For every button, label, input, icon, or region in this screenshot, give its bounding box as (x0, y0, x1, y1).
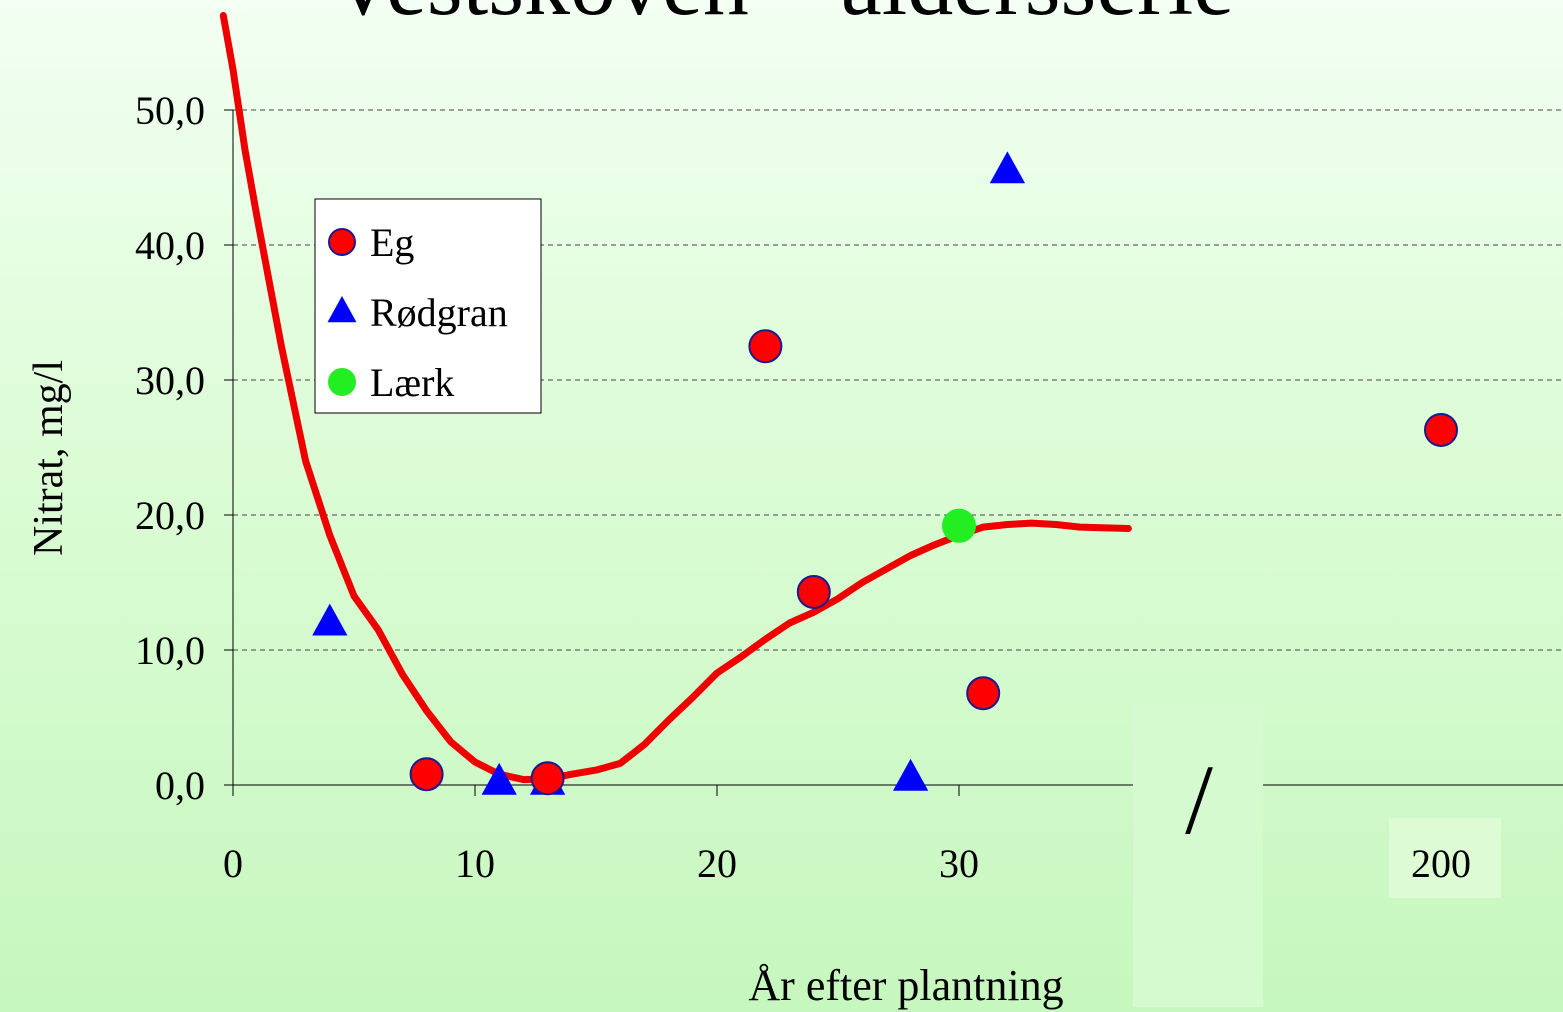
legend: Eg Rødgran Lærk (314, 198, 542, 414)
data-point-eg (966, 676, 1001, 711)
data-point-lærk (942, 508, 976, 543)
x-tick-label: 0 (223, 841, 243, 886)
x-tick-labels: 0 10 20 30 200 (223, 841, 1471, 886)
legend-label: Lærk (370, 360, 454, 405)
y-tick-label: 0,0 (155, 763, 205, 808)
data-point-eg (748, 329, 783, 364)
data-point-eg (796, 574, 831, 609)
grid-lines (233, 109, 1563, 651)
y-tick-label: 10,0 (135, 628, 205, 673)
x-tick-label: 20 (697, 841, 737, 886)
y-tick-labels: 0,0 10,0 20,0 30,0 40,0 50,0 (135, 88, 205, 808)
axes (224, 109, 1133, 796)
data-point-eg (409, 757, 444, 792)
legend-marker (327, 296, 357, 323)
data-point-rødgran (989, 151, 1026, 184)
x-tick-label: 200 (1411, 841, 1471, 886)
data-point-rødgran (481, 762, 517, 795)
x-tick-label: 30 (939, 841, 979, 886)
data-points (312, 151, 1458, 796)
data-point-eg (530, 761, 565, 796)
axis-break-panel (1133, 707, 1263, 1007)
legend-label: Eg (370, 220, 414, 265)
legend-marker (328, 368, 356, 396)
data-point-rødgran (892, 758, 929, 791)
y-axis-label: Nitrat, mg/l (26, 360, 72, 556)
axis-break-mark: / (1185, 744, 1213, 855)
x-tick-label: 10 (455, 841, 495, 886)
legend-label: Rødgran (370, 290, 508, 335)
y-tick-label: 30,0 (135, 358, 205, 403)
y-tick-label: 50,0 (135, 88, 205, 133)
data-point-eg (1424, 412, 1458, 447)
chart-title: Vestskoven – aldersserie (330, 0, 1234, 34)
legend-marker (328, 228, 356, 256)
y-tick-label: 20,0 (135, 493, 205, 538)
x-axis-label: År efter plantning (748, 961, 1063, 1010)
tick-200-panel (1389, 818, 1501, 898)
y-tick-label: 40,0 (135, 223, 205, 268)
data-point-rødgran (312, 603, 348, 636)
